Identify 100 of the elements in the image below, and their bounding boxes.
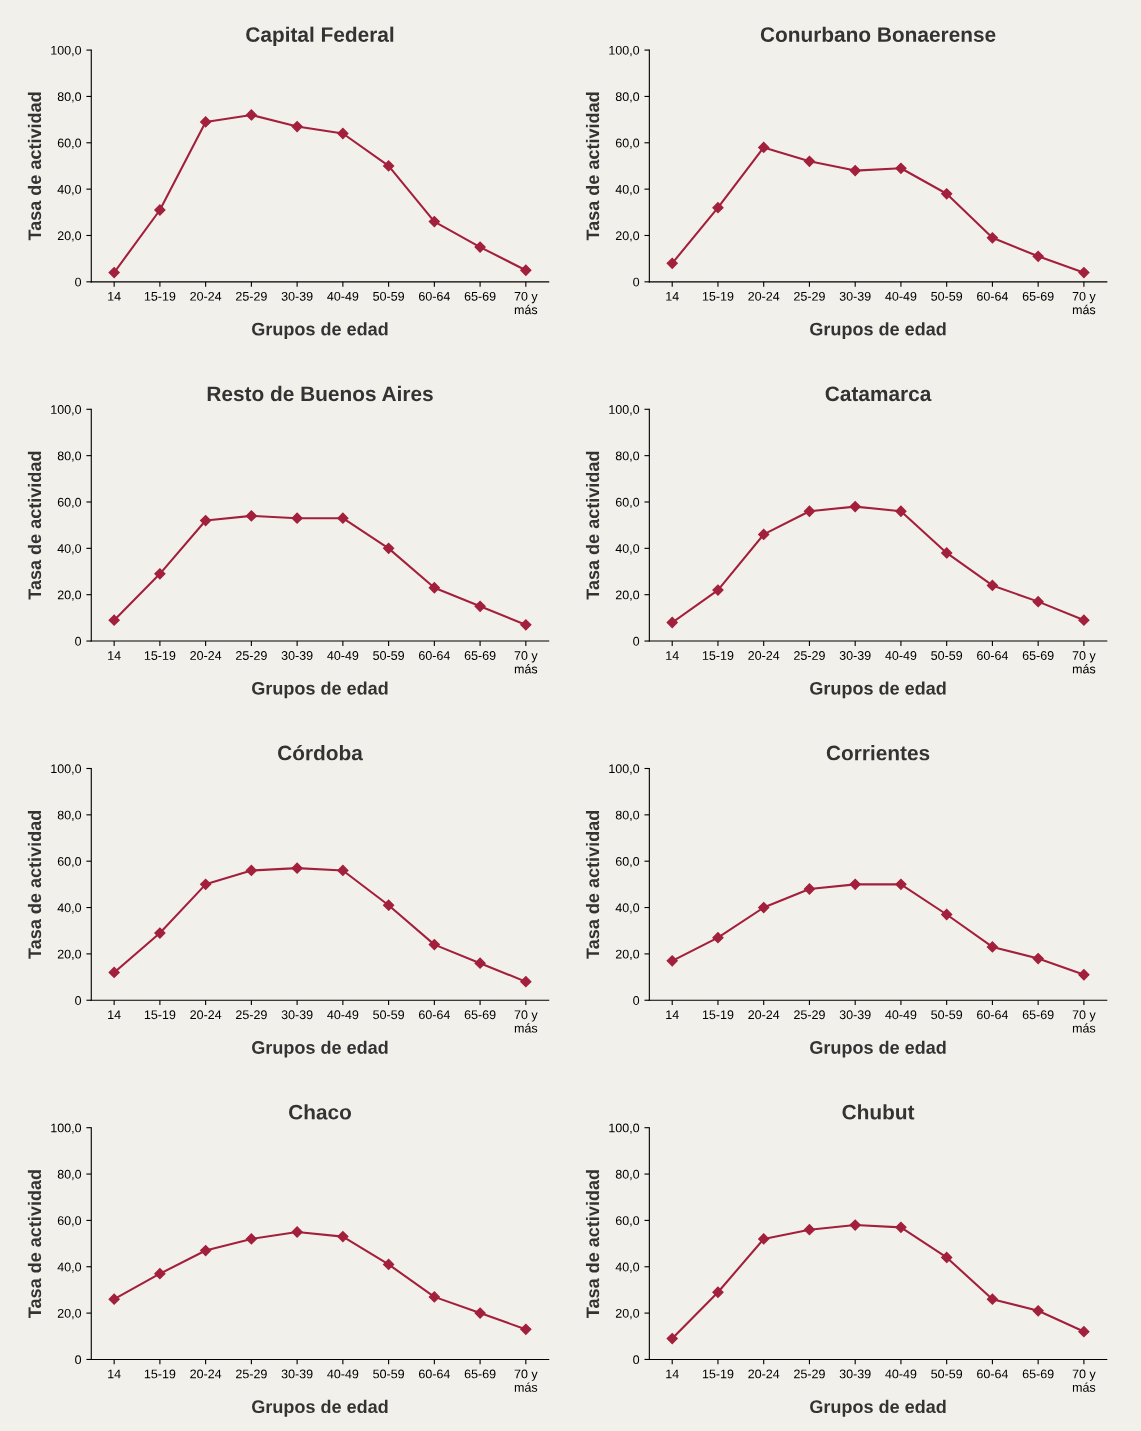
x-tick-label: 40-49 [327, 291, 359, 301]
x-tick-label: 60-64 [977, 291, 1009, 301]
point [1032, 250, 1044, 262]
y-tick-label: 0 [75, 1355, 82, 1365]
point [803, 883, 816, 895]
chart-title: Corrientes [826, 745, 930, 761]
x-tick-label: 60-64 [419, 291, 450, 301]
point [666, 1332, 678, 1345]
x-tick-label: 20-24 [748, 1010, 780, 1020]
point [758, 901, 770, 914]
point [245, 510, 257, 522]
y-axis-title: Tasa de actividad [585, 810, 600, 959]
x-tick-label: 25-29 [236, 1010, 267, 1020]
point [666, 955, 678, 967]
x-tick-label: 70 y más [1072, 291, 1096, 315]
y-tick-label: 80,0 [57, 1169, 82, 1181]
x-tick-label: 30-39 [281, 651, 313, 660]
point [986, 941, 999, 953]
x-tick-label: 14 [666, 1369, 679, 1379]
point [895, 162, 907, 174]
y-axis-title: Tasa de actividad [585, 1170, 600, 1318]
point [1078, 266, 1090, 279]
point [200, 116, 212, 128]
point [758, 528, 770, 541]
x-tick-label: 25-29 [794, 651, 825, 660]
x-tick-label: 30-39 [839, 651, 871, 660]
point [291, 512, 303, 524]
y-tick-label: 60,0 [57, 1216, 82, 1227]
x-tick-label: 30-39 [839, 1369, 871, 1379]
x-axis-title: Grupos de edad [810, 1040, 946, 1058]
point [108, 1293, 120, 1305]
x-axis-title: Grupos de edad [252, 681, 388, 699]
chart-title: Resto de Buenos Aires [207, 385, 433, 402]
point [520, 976, 532, 988]
y-tick-label: 60,0 [615, 138, 640, 149]
point [383, 542, 395, 554]
y-tick-label: 0 [633, 996, 640, 1005]
y-axis-title: Tasa de actividad [585, 92, 600, 241]
y-tick-label: 60,0 [57, 138, 82, 149]
y-tick-label: 100,0 [609, 764, 640, 775]
x-tick-label: 25-29 [236, 1369, 267, 1379]
x-axis-title: Grupos de edad [810, 322, 946, 340]
y-tick-label: 40,0 [57, 544, 82, 555]
y-tick-label: 100,0 [51, 405, 82, 416]
point [986, 579, 999, 592]
chart-title: Conurbano Bonaerense [760, 26, 996, 42]
x-tick-label: 70 y más [514, 1369, 538, 1392]
x-tick-label: 40-49 [327, 1369, 359, 1379]
chart-title: Capital Federal [246, 26, 394, 47]
x-tick-label: 65-69 [464, 1010, 496, 1020]
x-tick-label: 50-59 [373, 651, 404, 660]
x-tick-label: 20-24 [748, 291, 780, 301]
x-tick-label: 40-49 [885, 1369, 917, 1379]
y-tick-label: 60,0 [615, 497, 640, 509]
x-axis-title: Grupos de edad [252, 1040, 388, 1058]
y-tick-label: 20,0 [57, 1308, 82, 1320]
x-tick-label: 40-49 [885, 291, 917, 301]
point [154, 204, 166, 216]
chart-title: Córdoba [278, 744, 363, 761]
x-tick-label: 50-59 [373, 291, 404, 301]
chart-title: Chubut [842, 1104, 915, 1120]
y-tick-label: 20,0 [57, 590, 82, 601]
y-tick-label: 80,0 [615, 1169, 640, 1181]
x-tick-label: 15-19 [702, 1369, 734, 1379]
x-tick-label: 15-19 [144, 651, 176, 660]
x-tick-label: 25-29 [794, 1010, 825, 1020]
y-tick-label: 20,0 [615, 231, 640, 242]
point [712, 932, 724, 944]
point [895, 1221, 907, 1233]
x-tick-label: 50-59 [373, 1010, 404, 1020]
y-tick-label: 40,0 [57, 903, 82, 914]
point [291, 120, 303, 133]
x-tick-label: 70 y más [514, 291, 538, 315]
point [200, 514, 212, 527]
x-tick-label: 65-69 [1022, 291, 1054, 301]
point [520, 619, 532, 631]
point [428, 582, 440, 594]
x-tick-label: 60-64 [419, 651, 450, 660]
y-tick-label: 20,0 [615, 949, 640, 961]
point [108, 614, 120, 626]
x-tick-label: 65-69 [464, 651, 496, 660]
x-tick-label: 15-19 [144, 291, 176, 301]
x-tick-label: 25-29 [236, 651, 267, 660]
y-tick-label: 60,0 [615, 857, 640, 868]
x-axis-title: Grupos de edad [810, 1399, 946, 1417]
y-tick-label: 80,0 [57, 451, 82, 462]
x-axis-title: Grupos de edad [252, 1399, 388, 1417]
y-tick-label: 40,0 [615, 903, 640, 914]
x-axis-title: Grupos de edad [810, 681, 946, 699]
x-axis-title: Grupos de edad [252, 322, 388, 340]
x-tick-label: 14 [108, 292, 121, 301]
point [383, 160, 395, 172]
x-tick-label: 70 y más [1072, 1369, 1096, 1392]
x-tick-label: 25-29 [794, 291, 825, 301]
point [1032, 952, 1044, 965]
point [941, 188, 953, 200]
x-tick-label: 65-69 [464, 1369, 496, 1379]
x-tick-label: 15-19 [144, 1010, 176, 1020]
x-tick-label: 70 y más [514, 651, 538, 674]
point [428, 215, 440, 228]
